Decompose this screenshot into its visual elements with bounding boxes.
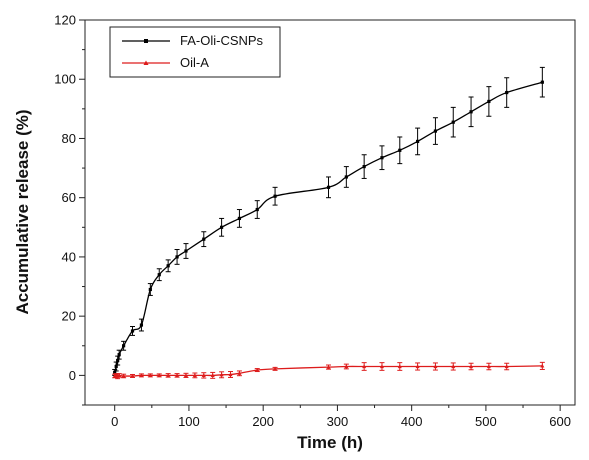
series-1 — [112, 66, 545, 376]
data-point — [433, 129, 438, 133]
data-point — [273, 194, 277, 198]
data-point — [130, 373, 135, 378]
data-point — [540, 80, 544, 84]
data-point — [114, 364, 118, 369]
data-point — [157, 273, 161, 277]
legend-label-series-2: Oil-A — [180, 55, 209, 70]
y-tick-label: 80 — [62, 131, 76, 146]
y-tick-label: 120 — [54, 13, 76, 28]
data-point — [166, 373, 171, 377]
x-tick-label: 500 — [475, 414, 497, 429]
data-point — [139, 323, 144, 327]
data-point — [122, 344, 126, 348]
data-point — [469, 110, 473, 114]
data-point — [175, 373, 180, 377]
data-point — [416, 139, 420, 144]
data-point — [237, 216, 242, 221]
legend: FA-Oli-CSNPs Oil-A — [109, 26, 281, 78]
legend-marker-series-2 — [143, 60, 149, 65]
x-axis: 0 100 200 300 400 500 600 — [111, 405, 571, 429]
data-point — [344, 364, 349, 369]
y-tick-label: 40 — [62, 249, 76, 264]
data-point — [469, 364, 474, 369]
y-axis: 0 20 40 60 80 100 120 — [54, 13, 85, 406]
data-point — [504, 364, 509, 369]
y-tick-label: 60 — [62, 190, 76, 205]
data-point — [117, 353, 121, 357]
data-point — [219, 372, 224, 377]
data-point — [201, 373, 206, 377]
x-tick-label: 600 — [549, 414, 571, 429]
data-point — [486, 364, 491, 369]
data-point — [220, 225, 224, 229]
data-point — [175, 255, 179, 259]
data-point — [451, 364, 456, 369]
data-point — [273, 366, 278, 371]
data-point — [228, 372, 233, 377]
data-point — [117, 373, 122, 377]
x-tick-label: 200 — [252, 414, 274, 429]
data-point — [255, 207, 259, 212]
data-point — [433, 364, 438, 369]
data-point — [157, 373, 162, 377]
x-tick-label: 300 — [327, 414, 349, 429]
data-point — [344, 175, 348, 179]
y-tick-label: 100 — [54, 72, 76, 87]
data-point — [210, 373, 215, 377]
data-point — [166, 264, 170, 268]
data-point — [116, 358, 120, 363]
y-axis-title: Accumulative release (%) — [13, 109, 32, 314]
data-point — [121, 373, 126, 378]
data-point — [540, 363, 545, 368]
x-tick-label: 400 — [401, 414, 423, 429]
legend-label-series-1: FA-Oli-CSNPs — [180, 33, 264, 48]
data-point — [202, 237, 206, 241]
x-tick-label: 0 — [111, 414, 118, 429]
data-point — [184, 249, 188, 253]
data-point — [362, 364, 367, 369]
data-point — [397, 364, 402, 369]
legend-box — [109, 26, 281, 78]
data-point — [379, 364, 384, 369]
data-point — [113, 370, 117, 375]
data-point — [130, 329, 135, 333]
data-point — [398, 148, 402, 152]
data-point — [255, 367, 260, 372]
data-point — [237, 371, 242, 375]
data-point — [380, 156, 384, 160]
data-point — [139, 373, 144, 377]
data-point — [505, 90, 509, 95]
series-layer — [112, 66, 545, 380]
series-line — [114, 81, 543, 373]
data-point — [451, 120, 455, 124]
data-point — [326, 364, 331, 369]
x-tick-label: 100 — [178, 414, 200, 429]
series-2 — [112, 361, 545, 380]
x-axis-title: Time (h) — [297, 433, 363, 452]
data-point — [487, 99, 491, 104]
legend-marker-series-1 — [144, 39, 148, 43]
data-point — [415, 364, 420, 369]
data-point — [148, 373, 153, 377]
plot-area-frame — [84, 19, 576, 406]
y-tick-label: 20 — [62, 309, 76, 324]
data-point — [183, 373, 188, 377]
data-point — [148, 287, 152, 292]
data-point — [192, 373, 197, 377]
y-tick-label: 0 — [69, 368, 76, 383]
data-point — [326, 185, 331, 189]
data-point — [362, 164, 366, 169]
